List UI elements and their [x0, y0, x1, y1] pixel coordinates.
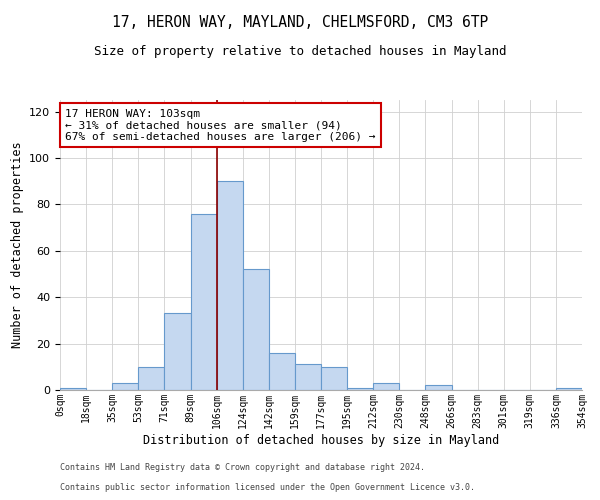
Text: Contains public sector information licensed under the Open Government Licence v3: Contains public sector information licen… [60, 484, 475, 492]
Bar [60, 388, 86, 390]
Y-axis label: Number of detached properties: Number of detached properties [11, 142, 23, 348]
Text: Contains HM Land Registry data © Crown copyright and database right 2024.: Contains HM Land Registry data © Crown c… [60, 464, 425, 472]
Bar [347, 388, 373, 390]
Text: 17 HERON WAY: 103sqm
← 31% of detached houses are smaller (94)
67% of semi-detac: 17 HERON WAY: 103sqm ← 31% of detached h… [65, 108, 376, 142]
Bar [191, 214, 217, 390]
Bar [425, 386, 452, 390]
Bar [321, 367, 347, 390]
Bar [112, 383, 139, 390]
Bar [164, 314, 191, 390]
Bar [373, 383, 400, 390]
Bar [269, 353, 295, 390]
Bar [217, 181, 243, 390]
Bar [556, 388, 582, 390]
Text: 17, HERON WAY, MAYLAND, CHELMSFORD, CM3 6TP: 17, HERON WAY, MAYLAND, CHELMSFORD, CM3 … [112, 15, 488, 30]
Bar [139, 367, 164, 390]
Bar [295, 364, 321, 390]
Text: Size of property relative to detached houses in Mayland: Size of property relative to detached ho… [94, 45, 506, 58]
X-axis label: Distribution of detached houses by size in Mayland: Distribution of detached houses by size … [143, 434, 499, 446]
Bar [243, 270, 269, 390]
